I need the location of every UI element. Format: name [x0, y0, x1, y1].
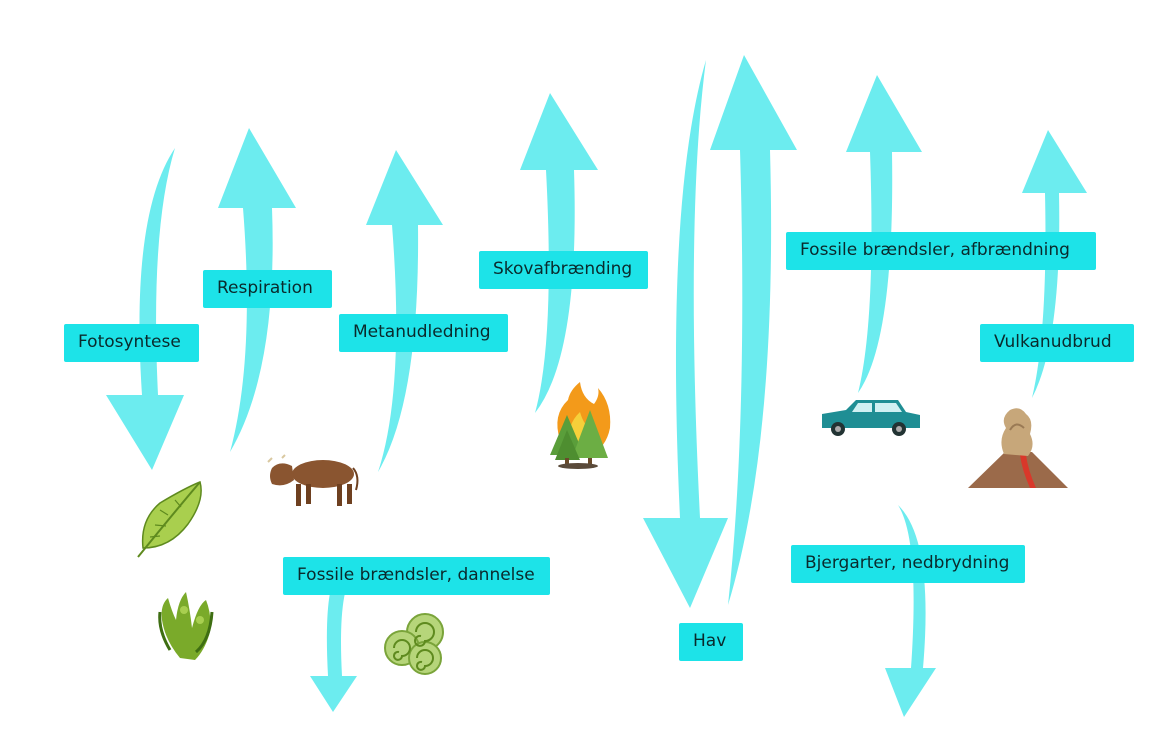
label-hav: Hav: [679, 623, 743, 661]
arrow-hav-down: [643, 60, 728, 608]
label-respiration: Respiration: [203, 270, 332, 308]
car-icon: [822, 400, 920, 436]
leaf-icon: [137, 480, 202, 558]
arrow-bjergarter: [885, 505, 936, 717]
label-vulkanudbrud: Vulkanudbrud: [980, 324, 1134, 362]
seaweed-icon: [158, 592, 214, 660]
label-fossile-dannelse: Fossile brændsler, dannelse: [283, 557, 550, 595]
label-bjergarter: Bjergarter, nedbrydning: [791, 545, 1025, 583]
arrow-hav-up: [710, 55, 797, 605]
fossil-fern-icon: [384, 613, 444, 675]
label-metanudledning: Metanudledning: [339, 314, 508, 352]
arrow-fossile-dannelse: [310, 593, 357, 712]
volcano-icon: [968, 408, 1068, 488]
label-fotosyntese: Fotosyntese: [64, 324, 199, 362]
cow-icon: [267, 454, 359, 506]
arrow-metanudledning: [366, 150, 443, 472]
label-fossile-afbraendning: Fossile brændsler, afbrændning: [786, 232, 1096, 270]
arrow-fotosyntese: [106, 148, 184, 470]
label-skovafbraending: Skovafbrænding: [479, 251, 648, 289]
forest-fire-icon: [550, 382, 611, 469]
